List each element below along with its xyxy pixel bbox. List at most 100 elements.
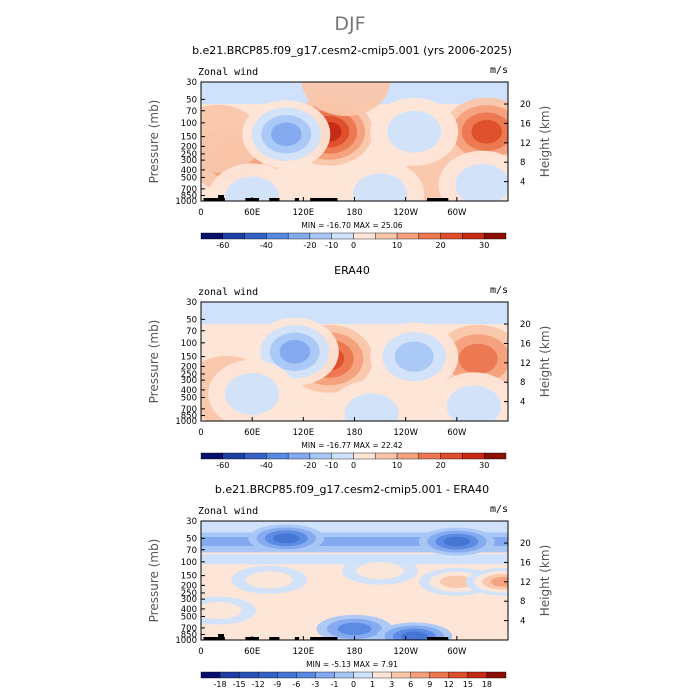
colorbar-swatch	[222, 232, 245, 240]
x-tick-label: 60E	[244, 208, 260, 218]
colorbar-swatch	[410, 671, 430, 679]
min-max-stats: MIN = -16.70 MAX = 25.06	[301, 221, 402, 230]
colorbar-label: 0	[351, 461, 356, 470]
colorbar-swatch	[418, 452, 441, 460]
colorbar-swatch	[266, 232, 289, 240]
y-tick-label: 200	[181, 362, 197, 372]
colorbar-label: -60	[216, 461, 229, 470]
y-tick-label: 100	[181, 119, 197, 129]
colorbar-swatch	[296, 671, 316, 679]
contour-blob-4-level-4	[279, 339, 311, 364]
height-tick-label: 20	[520, 320, 531, 330]
colorbar-swatch	[396, 452, 420, 460]
x-tick-label: 0	[198, 208, 203, 218]
y-tick-label: 400	[181, 386, 197, 396]
height-tick-label: 8	[520, 158, 525, 168]
y-tick-label: 70	[186, 107, 197, 117]
height-tick-label: 20	[520, 100, 531, 110]
topography-mask	[269, 637, 280, 640]
y-tick-label: 30	[186, 298, 197, 308]
x-tick-label: 60W	[447, 428, 467, 438]
height-tick-label: 8	[520, 597, 525, 607]
height-tick-label: 12	[520, 359, 531, 369]
y-tick-label: 150	[181, 353, 197, 363]
y-tick-label: 300	[181, 376, 197, 386]
y-tick-label: 100	[181, 339, 197, 349]
contour-blob-2-level-4	[471, 119, 502, 144]
height-tick-label: 8	[520, 378, 525, 388]
colorbar-label: 12	[444, 680, 454, 689]
colorbar-label: 0	[351, 241, 356, 250]
colorbar-swatch	[396, 232, 420, 240]
contour-blob-2-level-3	[458, 343, 498, 374]
contour-blob-7-level-2	[344, 393, 399, 421]
contour-blob-2-level-4	[273, 533, 300, 544]
y-tick-label: 30	[186, 517, 197, 527]
y-tick-label: 300	[181, 156, 197, 166]
min-max-stats: MIN = -16.77 MAX = 22.42	[301, 441, 402, 450]
contour-blob-10-level-2	[353, 173, 408, 201]
topography-mask	[426, 198, 449, 201]
colorbar-swatch	[309, 232, 332, 240]
y-axis-title: Pressure (mb)	[147, 320, 161, 404]
colorbar-swatch	[353, 671, 373, 679]
height-tick-label: 12	[520, 139, 531, 149]
units-label: m/s	[490, 504, 508, 515]
x-tick-label: 60E	[244, 647, 260, 657]
x-tick-label: 60E	[244, 428, 260, 438]
height-tick-label: 16	[520, 119, 531, 129]
y-tick-label: 150	[181, 133, 197, 143]
colorbar-label: -40	[260, 461, 273, 470]
contour-blob-11-level-2	[225, 176, 280, 201]
colorbar-swatch	[200, 671, 221, 679]
colorbar-label: 30	[479, 241, 489, 250]
y-tick-label: 200	[181, 581, 197, 591]
units-label: m/s	[490, 65, 508, 76]
topography-mask	[218, 634, 225, 640]
colorbar-label: 10	[392, 461, 402, 470]
colorbar-swatch	[200, 232, 223, 240]
y-tick-label: 850	[181, 191, 197, 201]
x-tick-label: 180	[346, 647, 362, 657]
y-tick-label: 850	[181, 630, 197, 640]
y-axis-title: Pressure (mb)	[147, 539, 161, 623]
y-tick-label: 1000	[175, 417, 197, 427]
colorbar-swatch	[448, 671, 469, 679]
y-tick-label: 70	[186, 546, 197, 556]
x-tick-label: 120W	[393, 647, 418, 657]
panel-title: ERA40	[334, 264, 370, 277]
contour-field	[201, 302, 508, 421]
colorbar-label: 9	[427, 680, 432, 689]
colorbar-swatch	[462, 232, 485, 240]
panel-1: b.e21.BRCP85.f09_g17.cesm2-cmip5.001 (yr…	[147, 44, 552, 250]
colorbar-label: 10	[392, 241, 402, 250]
colorbar-label: 20	[436, 461, 446, 470]
colorbar-label: -3	[311, 680, 319, 689]
contour-blob-9-level-2	[455, 163, 508, 201]
colorbar-swatch	[287, 452, 311, 460]
colorbar-swatch	[372, 671, 392, 679]
contour-blob-5-level-4	[490, 576, 508, 587]
y-tick-label: 500	[181, 393, 197, 403]
height-tick-label: 20	[520, 539, 531, 549]
colorbar-label: -60	[216, 241, 229, 250]
colorbar-swatch	[219, 671, 240, 679]
colorbar-label: -18	[214, 680, 227, 689]
height-tick-label: 16	[520, 558, 531, 568]
y-axis-title-right: Height (km)	[538, 106, 552, 177]
contour-blob-7-level-3	[337, 622, 372, 636]
y-tick-label: 150	[181, 572, 197, 582]
upper-band	[201, 302, 508, 324]
panel-3: b.e21.BRCP85.f09_g17.cesm2-cmip5.001 - E…	[147, 483, 552, 689]
contour-blob-7-level-4	[270, 122, 302, 147]
colorbar-swatch	[418, 232, 441, 240]
y-tick-label: 300	[181, 595, 197, 605]
y-tick-label: 700	[181, 185, 197, 195]
contour-blob-8-level-4	[400, 631, 428, 640]
y-tick-label: 500	[181, 612, 197, 622]
colorbar-label: 20	[436, 241, 446, 250]
colorbar-label: -15	[233, 680, 246, 689]
colorbar-swatch	[375, 232, 398, 240]
y-tick-label: 50	[186, 534, 197, 544]
